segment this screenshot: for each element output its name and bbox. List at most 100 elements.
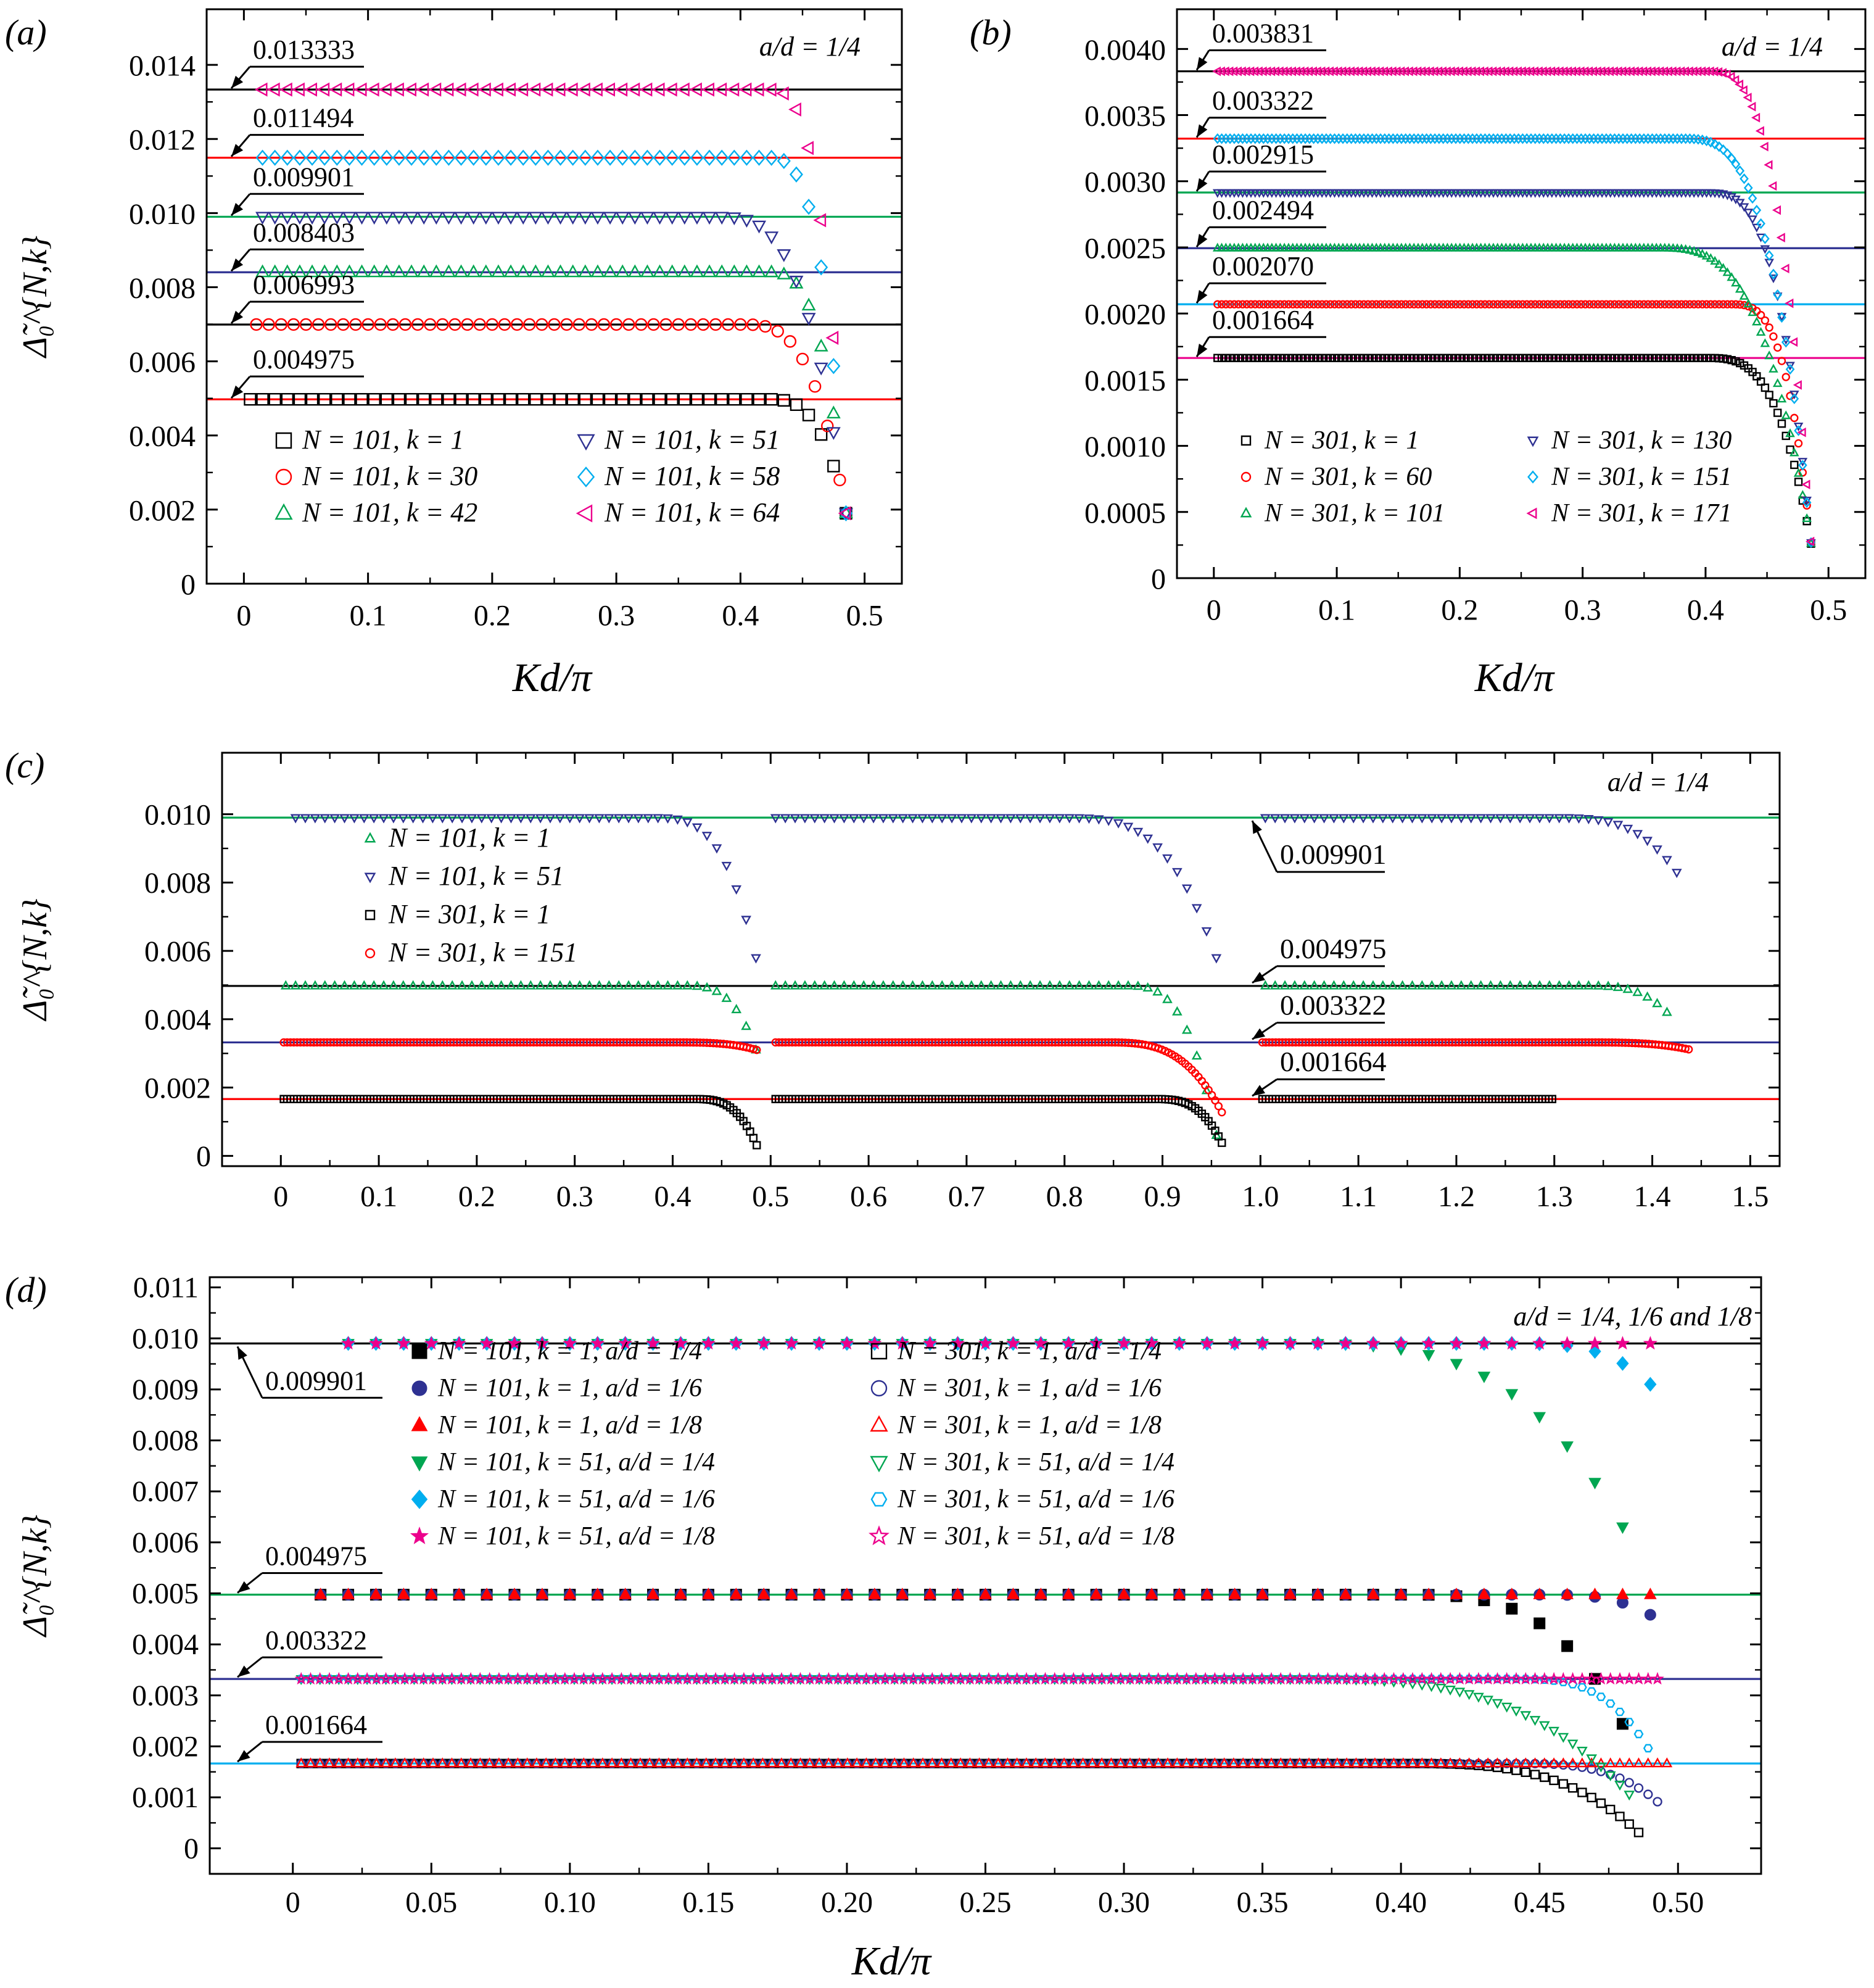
data-point (496, 814, 506, 824)
x-tick-label: 0 (1207, 594, 1221, 627)
reference-value-label: 0.002494 (1212, 195, 1314, 225)
data-point (417, 149, 431, 166)
data-point (1123, 980, 1134, 990)
data-point (1701, 251, 1712, 260)
data-point (1551, 300, 1561, 309)
data-point (1633, 1757, 1645, 1768)
data-point (1348, 980, 1359, 990)
data-point (840, 1588, 854, 1599)
data-point (1274, 66, 1284, 77)
reference-value-label: 0.003322 (265, 1625, 367, 1655)
series-6 (296, 1758, 1644, 1837)
data-point (1577, 1747, 1588, 1757)
data-point (1450, 1359, 1463, 1371)
data-point (1463, 66, 1472, 77)
data-point (665, 264, 680, 278)
reference-value-label: 0.013333 (253, 35, 355, 65)
data-point (559, 1757, 571, 1768)
data-point (1681, 1045, 1690, 1053)
data-point (368, 814, 379, 824)
data-point (628, 149, 642, 166)
data-point (1505, 66, 1514, 77)
data-point (1482, 1757, 1494, 1768)
data-point (1667, 66, 1677, 77)
series-0 (280, 980, 1672, 1139)
arrow-head (1197, 289, 1208, 304)
data-point (986, 814, 996, 824)
data-point (1414, 300, 1422, 309)
data-point (1764, 350, 1774, 360)
data-point (1630, 66, 1639, 77)
data-point (506, 814, 516, 824)
data-point (1462, 1671, 1476, 1685)
data-point (502, 1671, 515, 1685)
data-point (380, 392, 394, 406)
data-point (1624, 1757, 1635, 1768)
data-point (672, 1757, 683, 1768)
data-point (1706, 300, 1715, 309)
data-point (1514, 980, 1525, 990)
data-point (1549, 1775, 1559, 1786)
data-point (305, 149, 320, 166)
data-point (1322, 1757, 1334, 1768)
panel-label: (d) (5, 1270, 47, 1310)
y-tick-label: 0.003 (132, 1679, 199, 1712)
legend-marker (275, 468, 292, 486)
data-point (641, 392, 654, 406)
data-point (1426, 1757, 1437, 1768)
data-point (305, 392, 319, 406)
data-point (516, 212, 530, 225)
reference-value-label: 0.004975 (253, 344, 355, 375)
legend-marker (275, 432, 292, 449)
data-point (1747, 101, 1756, 112)
data-point (639, 82, 653, 97)
data-point (996, 980, 1006, 990)
data-point (392, 392, 406, 406)
data-point (466, 980, 477, 990)
data-point (591, 1588, 605, 1599)
data-point (633, 814, 644, 824)
data-point (1614, 1757, 1625, 1768)
data-point (869, 1671, 883, 1685)
data-point (1030, 1757, 1042, 1768)
data-point (1329, 814, 1339, 824)
data-point (1642, 837, 1653, 847)
data-point (1319, 814, 1329, 824)
data-point (1095, 1671, 1108, 1685)
x-tick-label: 0.20 (821, 1886, 873, 1919)
data-point (455, 392, 468, 406)
arrow-head (237, 1346, 247, 1360)
data-point (528, 264, 543, 278)
data-point (1376, 300, 1385, 309)
data-point (1396, 66, 1405, 77)
data-point (466, 814, 477, 824)
x-tick-label: 1.5 (1732, 1180, 1769, 1213)
data-point (1506, 1602, 1518, 1615)
data-point (1777, 419, 1786, 428)
data-point (1773, 408, 1782, 417)
data-point (1614, 1781, 1625, 1791)
data-point (398, 1671, 411, 1685)
data-point (801, 297, 816, 311)
data-point (368, 980, 379, 990)
data-point (476, 814, 487, 824)
data-point (756, 1671, 770, 1685)
x-tick-label: 1.3 (1536, 1180, 1573, 1213)
data-point (1615, 1707, 1625, 1717)
data-point (603, 980, 614, 990)
data-point (714, 264, 729, 278)
data-point (1168, 1050, 1176, 1059)
data-point (1525, 66, 1535, 77)
data-point (1199, 1671, 1212, 1685)
data-point (424, 1588, 438, 1599)
data-point (516, 392, 530, 406)
legend-marker (1240, 435, 1252, 446)
data-point (1613, 1671, 1627, 1685)
data-point (399, 1757, 411, 1768)
data-point (1077, 1757, 1089, 1768)
data-point (1161, 1671, 1174, 1685)
data-point (618, 1336, 633, 1350)
data-point (1435, 300, 1443, 309)
data-point (777, 152, 791, 170)
